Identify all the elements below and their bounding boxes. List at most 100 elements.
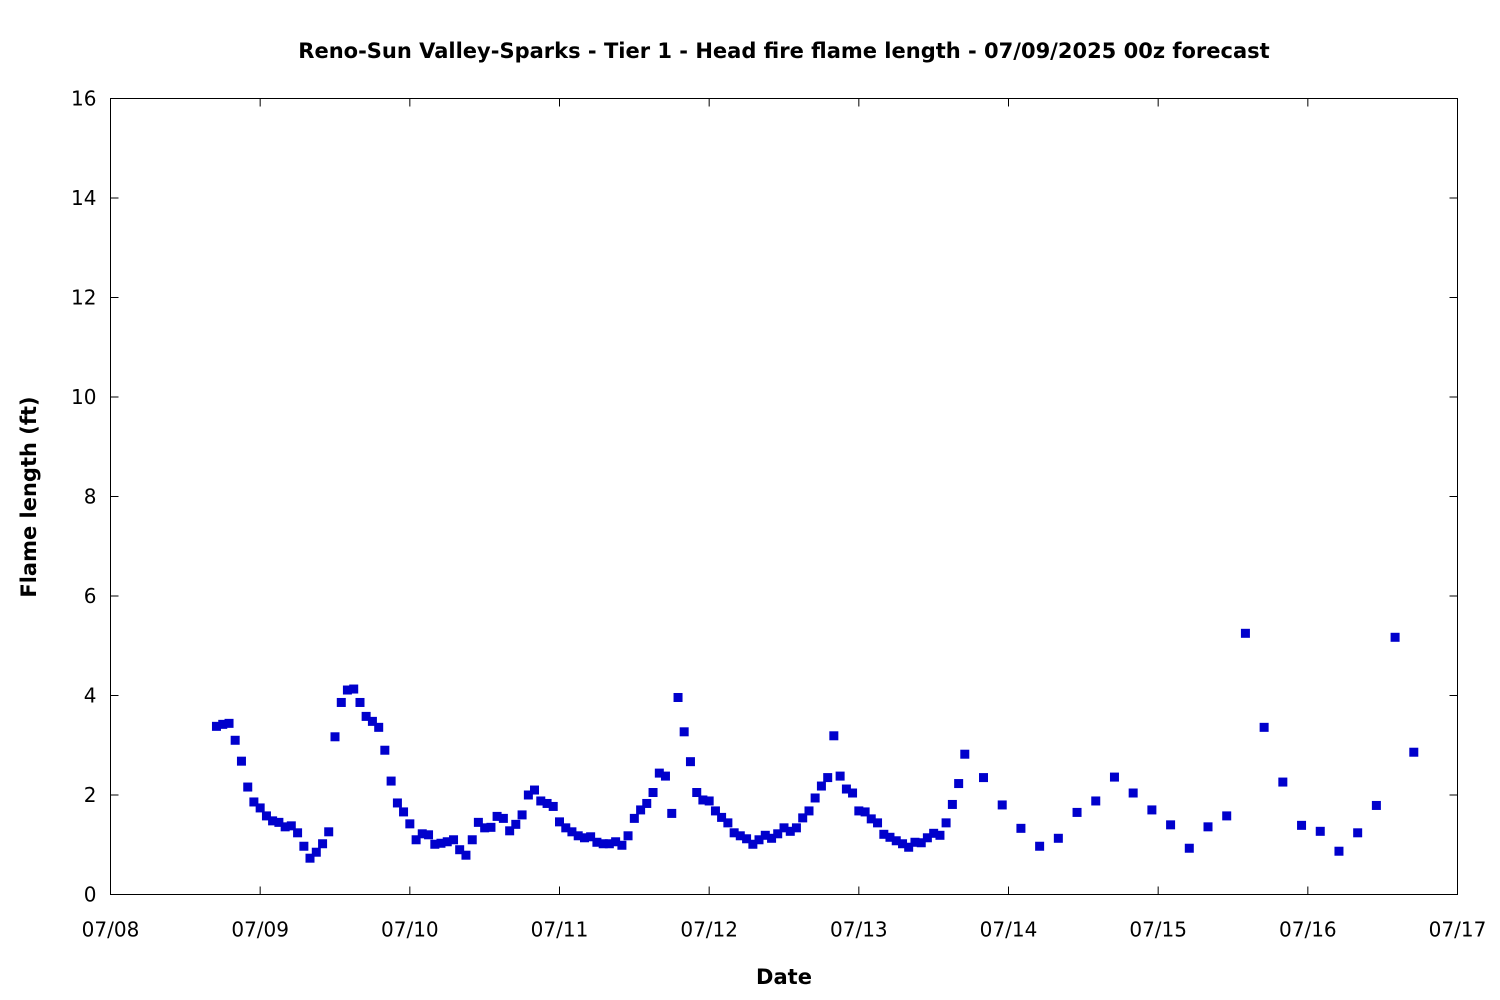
data-point (1035, 841, 1045, 851)
data-point (810, 793, 820, 803)
data-point (773, 829, 783, 839)
data-point (742, 834, 752, 844)
data-point (1259, 722, 1269, 732)
data-point (330, 732, 340, 742)
data-point (1390, 632, 1400, 642)
y-tick-label: 4 (84, 684, 97, 708)
data-point (249, 797, 259, 807)
data-point (816, 781, 826, 791)
y-axis-label: Flame length (ft) (17, 396, 41, 597)
data-point (829, 731, 839, 741)
data-point (211, 721, 221, 731)
data-point (673, 692, 683, 702)
data-point (224, 718, 234, 728)
y-tick-label: 14 (71, 186, 96, 210)
data-point (586, 832, 596, 842)
data-point (735, 831, 745, 841)
data-point (567, 827, 577, 837)
data-point (941, 818, 951, 828)
data-point (436, 838, 446, 848)
data-point (486, 822, 496, 832)
data-point (636, 805, 646, 815)
data-point (710, 806, 720, 816)
data-point (473, 817, 483, 827)
data-point (1353, 828, 1363, 838)
y-tick-label: 12 (71, 286, 96, 310)
data-point (336, 697, 346, 707)
data-point (685, 757, 695, 767)
data-point (760, 830, 770, 840)
data-point (629, 813, 639, 823)
data-point (885, 832, 895, 842)
data-point (916, 838, 926, 848)
data-point (386, 776, 396, 786)
data-point (374, 722, 384, 732)
data-point (542, 798, 552, 808)
data-point (835, 771, 845, 781)
data-point (898, 839, 908, 849)
data-point (1166, 820, 1176, 830)
data-point (854, 806, 864, 816)
x-tick-label: 07/11 (531, 918, 589, 942)
data-point (1222, 811, 1232, 821)
x-tick-label: 07/10 (381, 918, 439, 942)
data-point (511, 819, 521, 829)
data-point (791, 823, 801, 833)
data-point (947, 799, 957, 809)
data-point (424, 830, 434, 840)
data-point (561, 823, 571, 833)
x-tick-label: 07/12 (680, 918, 738, 942)
data-point (841, 784, 851, 794)
data-point (405, 819, 415, 829)
data-point (1109, 772, 1119, 782)
data-point (848, 788, 858, 798)
data-point (873, 818, 883, 828)
data-point (717, 812, 727, 822)
data-point (860, 807, 870, 817)
data-point (904, 842, 914, 852)
data-point (255, 803, 265, 813)
data-point (280, 822, 290, 832)
data-point (1240, 628, 1250, 638)
y-tick-label: 16 (71, 87, 96, 111)
data-point (530, 785, 540, 795)
data-point (236, 756, 246, 766)
data-point (611, 837, 621, 847)
data-point (349, 684, 359, 694)
data-point (455, 845, 465, 855)
data-point (704, 796, 714, 806)
data-point (1016, 823, 1026, 833)
x-tick-label: 07/14 (980, 918, 1038, 942)
data-point (979, 773, 989, 783)
data-point (698, 795, 708, 805)
x-tick-label: 07/08 (82, 918, 140, 942)
data-point (935, 830, 945, 840)
data-point (230, 735, 240, 745)
data-point (1128, 788, 1138, 798)
data-point (1315, 826, 1325, 836)
data-point (411, 835, 421, 845)
data-point (754, 835, 764, 845)
data-point (642, 798, 652, 808)
data-point (891, 836, 901, 846)
data-point (1297, 820, 1307, 830)
data-point (1334, 846, 1344, 856)
data-point (243, 782, 253, 792)
data-point (623, 831, 633, 841)
plot-frame (110, 98, 1458, 895)
data-point (261, 811, 271, 821)
data-point (492, 811, 502, 821)
y-tick-label: 6 (84, 584, 97, 608)
x-tick-label: 07/17 (1429, 918, 1487, 942)
data-point (342, 685, 352, 695)
data-point (804, 806, 814, 816)
data-point (536, 796, 546, 806)
data-point (268, 816, 278, 826)
data-point (598, 839, 608, 849)
data-point (617, 840, 627, 850)
data-point (954, 779, 964, 789)
y-tick-label: 8 (84, 485, 97, 509)
data-point (505, 826, 515, 836)
data-point (748, 839, 758, 849)
data-point (692, 788, 702, 798)
